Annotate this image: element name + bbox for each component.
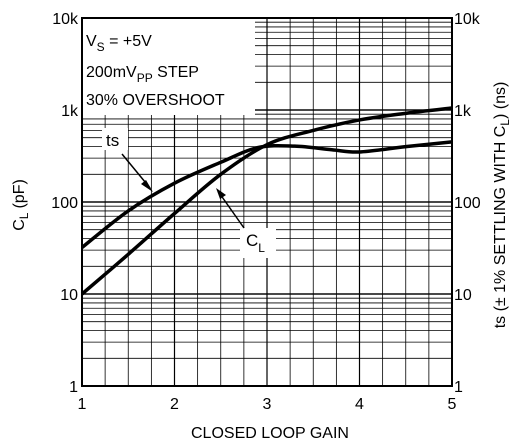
series-label-cl-text: CL xyxy=(246,231,265,255)
y-tick-label-right: 1k xyxy=(454,103,472,120)
y-tick-label-right: 10k xyxy=(454,11,481,28)
y-tick-label-right: 100 xyxy=(454,195,481,212)
y-tick-label-left: 1k xyxy=(61,103,79,120)
y-tick-label-left: 100 xyxy=(51,195,78,212)
annotation-line-3: 30% OVERSHOOT xyxy=(86,92,225,109)
annotation-line-1: VS = +5V xyxy=(86,33,152,54)
y-axis-title-left: CL(pF) xyxy=(11,179,31,231)
y-axis-title-right: ts (± 1% SETTLING WITH CL) (ns) xyxy=(492,82,512,329)
series-label-ts-arrowhead xyxy=(141,180,153,192)
series-label-ts-text: ts xyxy=(106,131,119,150)
x-axis-title: CLOSED LOOP GAIN xyxy=(191,425,349,442)
x-tick-label: 1 xyxy=(78,396,87,413)
x-tick-label: 4 xyxy=(355,396,364,413)
series-label-cl-bg xyxy=(240,228,276,258)
x-tick-label: 5 xyxy=(448,396,457,413)
series-group xyxy=(80,106,453,296)
x-tick-label: 3 xyxy=(263,396,272,413)
series-label-ts: ts xyxy=(102,128,153,192)
series-line-ts xyxy=(80,140,453,249)
series-label-cl: CL xyxy=(216,188,276,258)
y-tick-label-right: 10 xyxy=(454,287,472,304)
annotation-line-2: 200mVPP STEP xyxy=(86,64,199,85)
annotation-box: VS = +5V 200mVPP STEP 30% OVERSHOOT xyxy=(83,19,255,115)
y-tick-label-right: 1 xyxy=(454,379,463,396)
annotation-background xyxy=(83,19,255,115)
series-label-ts-bg xyxy=(102,128,128,150)
series-line-cl xyxy=(80,106,453,296)
y-tick-label-left: 10k xyxy=(52,11,79,28)
series-label-cl-leader xyxy=(219,193,245,229)
y-tick-label-left: 1 xyxy=(69,379,78,396)
x-tick-label: 2 xyxy=(170,396,179,413)
series-label-cl-arrowhead xyxy=(216,188,226,199)
y-tick-label-left: 10 xyxy=(60,287,78,304)
plot-frame xyxy=(81,17,453,387)
